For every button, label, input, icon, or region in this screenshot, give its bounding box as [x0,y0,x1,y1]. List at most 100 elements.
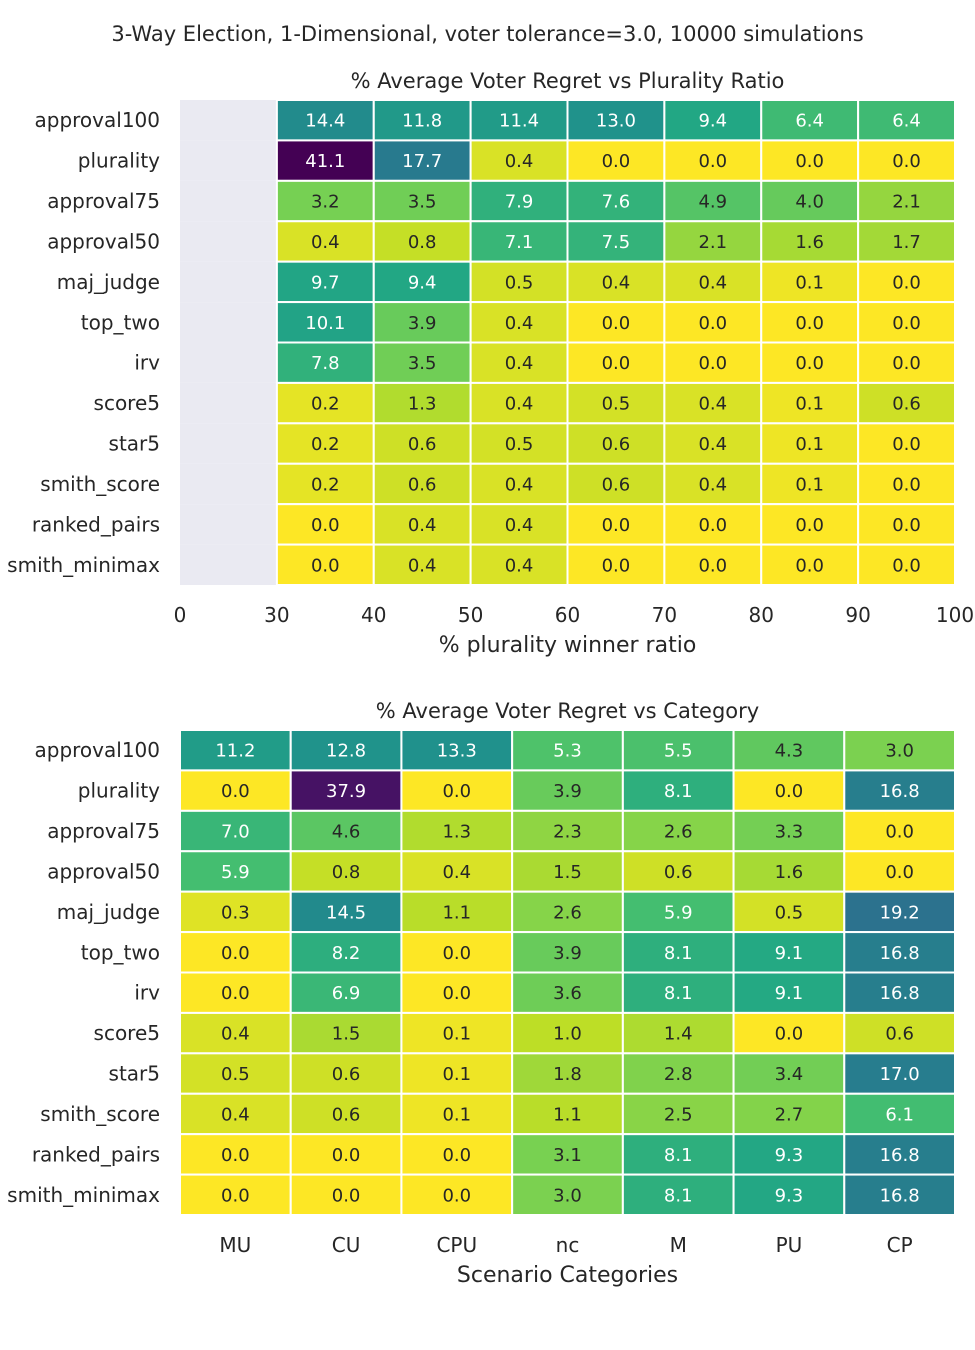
heatmap-1-cell [179,1092,292,1136]
heatmap-1-cell [732,1173,846,1217]
heatmap-1-cell-label: 0.6 [885,1024,914,1045]
heatmap-0-x-tick-label: 40 [361,603,386,627]
heatmap-0-empty-cell [180,463,277,505]
heatmap-0-cell-label: 0.0 [795,515,824,536]
heatmap-0-cell [275,99,375,142]
heatmap-1-cell-label: 0.6 [332,1064,361,1085]
heatmap-1-cell-label: 0.6 [332,1104,361,1125]
heatmap-1-cell [843,890,956,934]
heatmap-0-x-tick-label: 70 [652,603,677,627]
heatmap-0-empty-cell [180,504,277,545]
heatmap-0-cell [857,99,956,142]
heatmap-1-cell-label: 9.1 [775,943,804,964]
heatmap-0-cell [372,341,472,384]
heatmap-1-cell-label: 11.2 [215,741,255,762]
heatmap-1-x-tick-label: CPU [436,1233,477,1257]
heatmap-0-cell-label: 0.6 [602,434,631,455]
heatmap-1-cell [400,1052,514,1095]
heatmap-1-cell [289,809,403,853]
heatmap-1-cell-label: 1.1 [553,1104,582,1125]
heatmap-1-cell-label: 19.2 [880,902,920,923]
heatmap-0-cell [275,179,375,223]
heatmap-0-row-label: ranked_pairs [32,512,160,536]
heatmap-1-cell-label: 0.0 [221,1185,250,1206]
heatmap-0-cell [760,139,860,182]
heatmap-1-cell [621,809,735,853]
heatmap-0-cell-label: 0.5 [505,272,534,293]
heatmap-0-cell-label: 0.4 [698,474,727,495]
heatmap-0-cell-label: 0.2 [311,474,340,495]
heatmap-1-cell-label: 6.9 [332,983,361,1004]
heatmap-1-cell-label: 16.8 [880,983,920,1004]
heatmap-1-cell-label: 37.9 [326,781,366,802]
heatmap-1-row-label: star5 [109,1062,160,1086]
heatmap-0-cell-label: 0.0 [892,515,921,536]
heatmap-0-x-axis-label: % plurality winner ratio [439,633,697,658]
heatmap-1-cell-label: 1.8 [553,1064,582,1085]
heatmap-1-cell [179,729,292,772]
heatmap-0-cell-label: 0.4 [408,515,437,536]
heatmap-1-cell-label: 0.0 [442,943,471,964]
heatmap-1-cell [511,1133,624,1176]
heatmap-1-cell-label: 0.1 [442,1104,471,1125]
heatmap-1-cell-label: 0.0 [221,943,250,964]
heatmap-1-cell [511,931,624,974]
heatmap-0-cell-label: 0.5 [602,394,631,415]
heatmap-0-empty-cell [180,423,277,464]
heatmap-0-empty-cell [180,180,277,222]
heatmap-0-cell-label: 0.0 [602,313,631,334]
heatmap-0-cell-label: 0.0 [311,555,340,576]
heatmap-0-cell [275,462,375,506]
heatmap-1-cell-label: 2.5 [664,1104,693,1125]
heatmap-0-cell-label: 9.4 [408,272,437,293]
heatmap-1-cell-label: 0.5 [775,902,804,923]
heatmap-1-cell-label: 1.3 [442,822,471,843]
heatmap-0-cell [663,179,763,223]
heatmap-1-cell [400,850,514,893]
heatmap-0-empty-cell [180,302,277,343]
heatmap-1-cell-label: 3.3 [775,822,804,843]
heatmap-0-x-tick-label: 90 [845,603,870,627]
heatmap-1-cell-label: 0.1 [442,1064,471,1085]
heatmap-1-cell-label: 16.8 [880,943,920,964]
heatmap-0-cell-label: 3.5 [408,353,437,374]
heatmap-0-row-label: approval75 [47,189,160,213]
heatmap-1-cell [289,769,403,812]
heatmap-0-cell-label: 0.1 [795,434,824,455]
heatmap-0-cell-label: 0.2 [311,434,340,455]
heatmap-0-cell [469,341,569,384]
heatmap-1-cell-label: 0.0 [442,1185,471,1206]
heatmap-0-cell [372,220,472,263]
heatmap-1-row-label: irv [134,981,160,1005]
heatmap-1-cell-label: 3.4 [775,1064,804,1085]
heatmap-0-cell [469,503,569,546]
heatmap-0-row-label: top_two [81,310,160,334]
heatmap-0-row-label: plurality [78,149,160,173]
heatmap-0-cell-label: 3.5 [408,192,437,213]
heatmap-0-cell-label: 0.0 [795,313,824,334]
heatmap-0-cell-label: 0.4 [408,555,437,576]
heatmap-0-cell-label: 7.6 [602,192,631,213]
heatmap-0-cell-label: 13.0 [596,111,636,132]
heatmap-1-cell-label: 9.1 [775,983,804,1004]
heatmap-0-empty-cell [180,382,277,424]
heatmap-0-cell-label: 0.0 [602,555,631,576]
heatmap-1-cell [289,729,403,772]
heatmap-0-cell-label: 2.1 [698,232,727,253]
heatmap-0-cell-label: 6.4 [795,111,824,132]
heatmap-1-cell-label: 3.1 [553,1145,582,1166]
heatmap-1-cell [843,931,956,974]
heatmap-1-cell-label: 1.4 [664,1024,693,1045]
heatmap-0-cell [566,301,666,344]
heatmap-1-cell-label: 0.4 [442,862,471,883]
heatmap-0-cell [275,543,375,586]
heatmap-0-cell-label: 0.0 [892,434,921,455]
heatmap-0-cell-label: 9.4 [698,111,727,132]
heatmap-0-cell-label: 4.9 [698,192,727,213]
heatmap-0-cell [372,503,472,546]
heatmap-1-cell [732,1133,846,1176]
heatmap-1-cell [179,769,292,812]
heatmap-1-cell-label: 3.0 [553,1185,582,1206]
